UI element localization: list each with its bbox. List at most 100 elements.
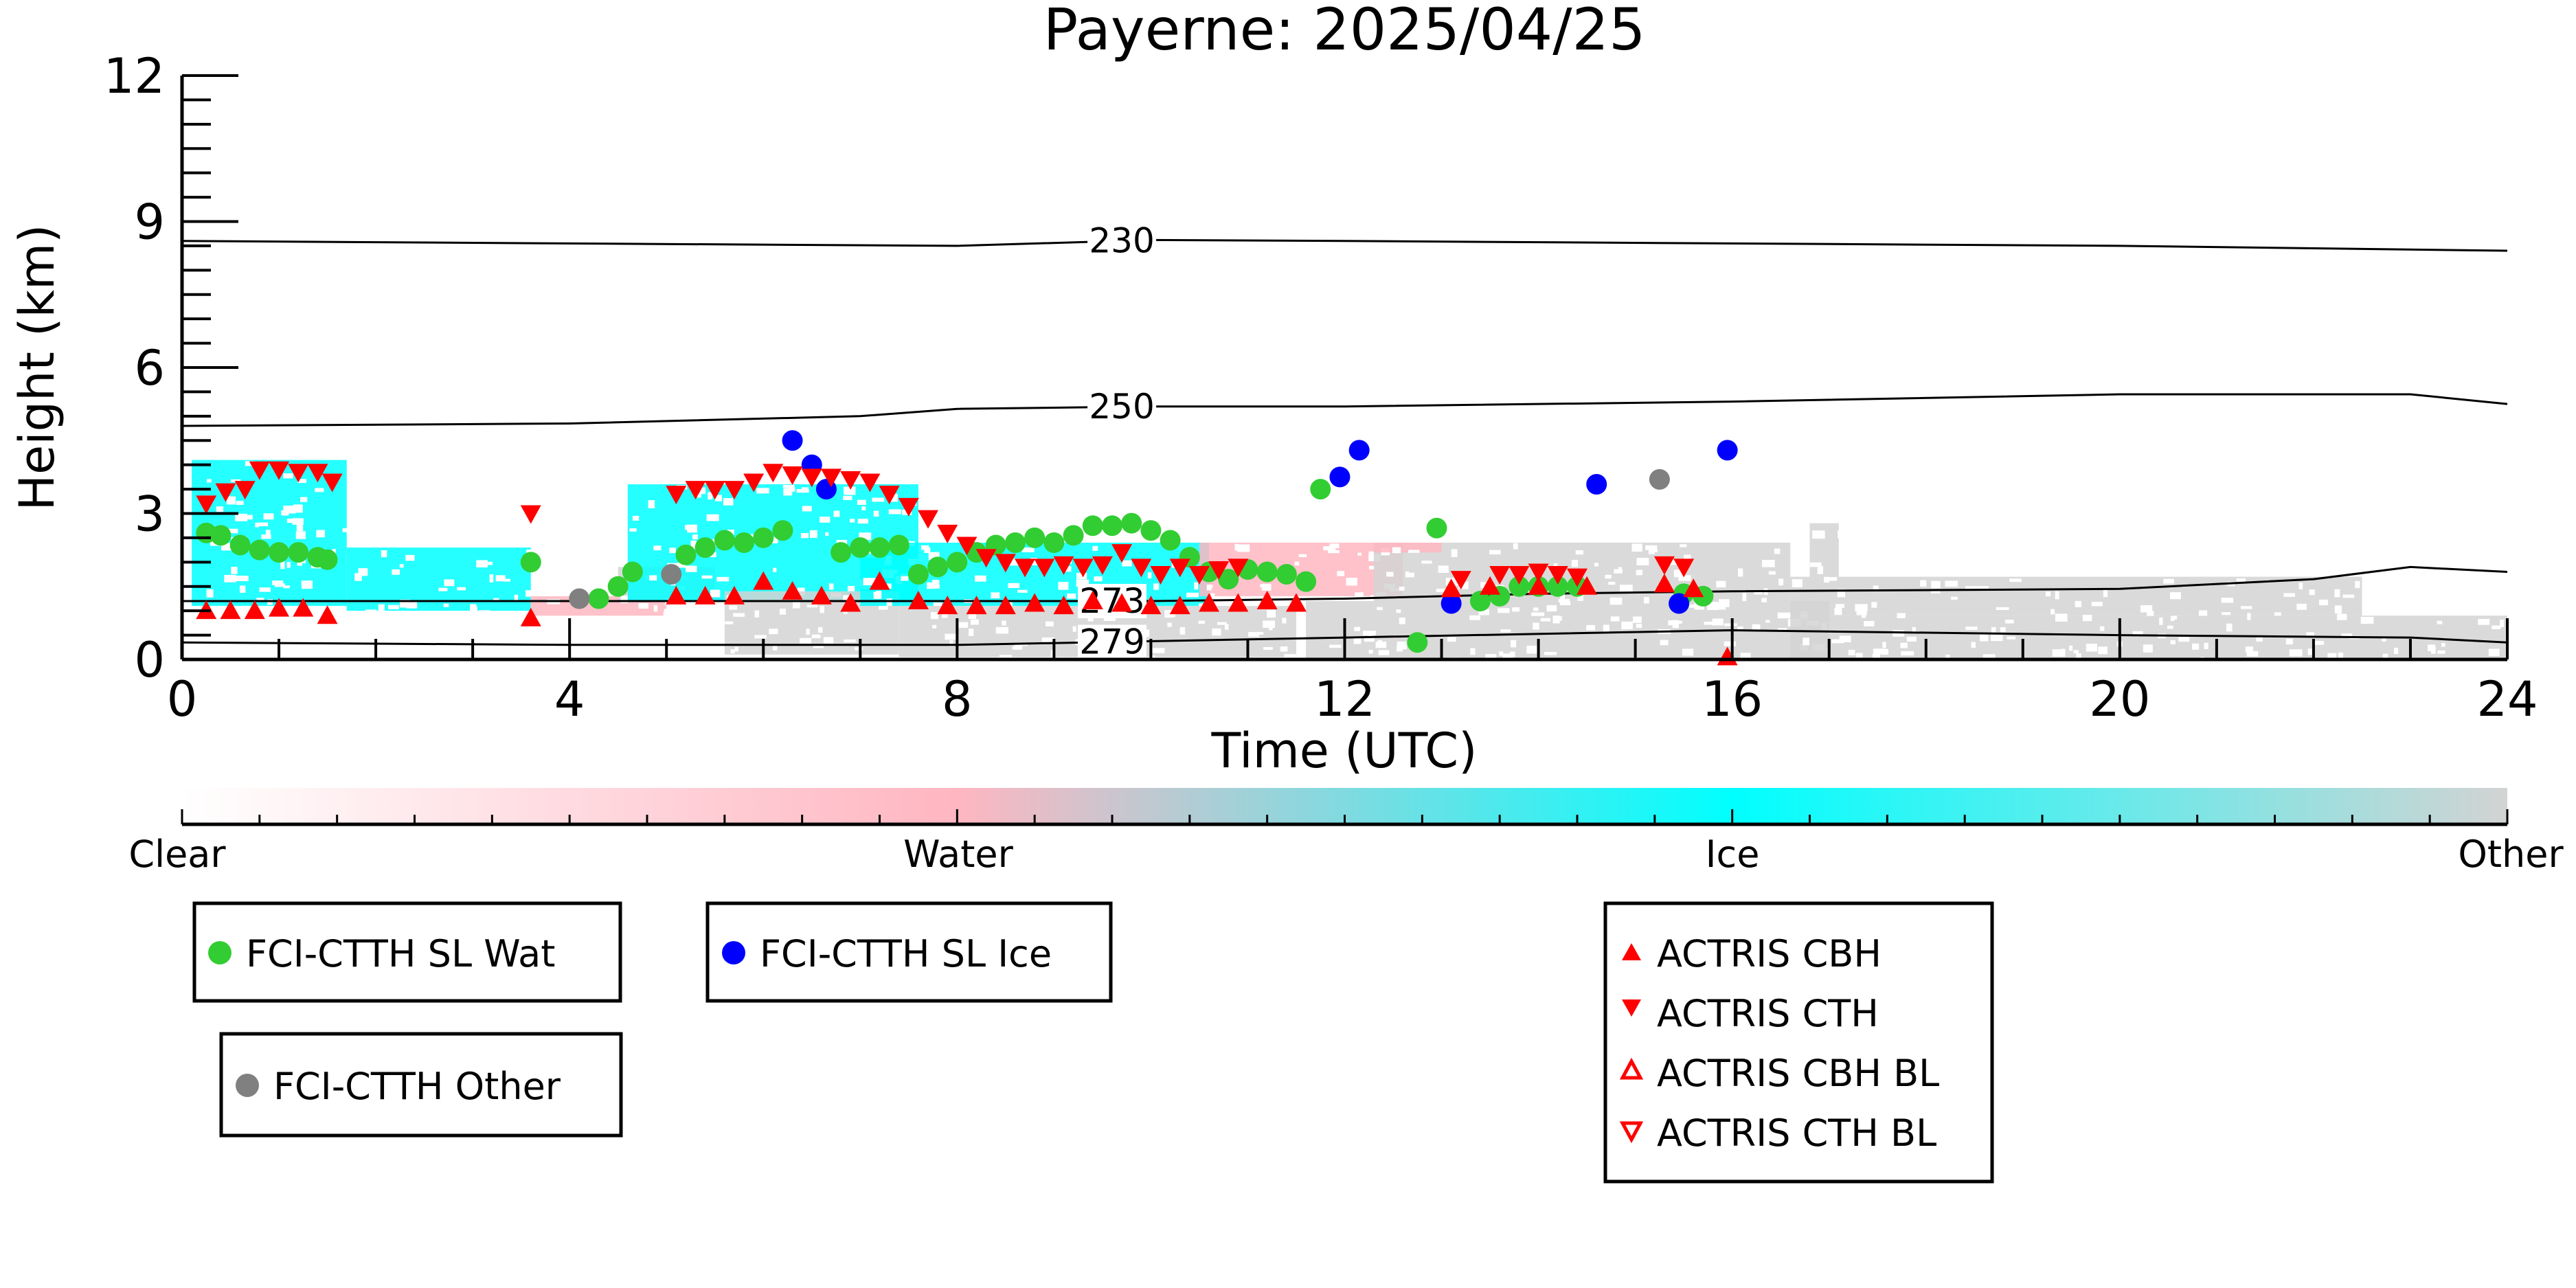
cloud-region-gap — [1267, 609, 1276, 618]
marker-fci-ctth-sl-ice — [1669, 593, 1690, 614]
marker-actris-cbh — [966, 596, 987, 615]
marker-actris-cth — [782, 466, 803, 485]
cloud-region-gap — [1329, 644, 1342, 648]
cloud-region-gap — [2307, 648, 2315, 655]
cloud-region-gap — [283, 473, 293, 479]
cloud-region-gap — [969, 629, 974, 636]
cloud-region-gap — [1873, 585, 1879, 590]
marker-actris-cth — [840, 471, 861, 490]
cloud-region-gap — [1900, 642, 1908, 648]
marker-actris-cth — [1150, 566, 1171, 585]
cloud-region-gap — [2163, 578, 2174, 584]
marker-fci-ctth-sl-wat — [1121, 512, 1142, 534]
colorbar-label-water: Water — [903, 833, 1013, 876]
marker-fci-ctth-other — [661, 564, 682, 585]
legend-fci-other: FCI-CTTH Other — [219, 1032, 623, 1138]
cloud-region-gap — [1945, 580, 1958, 587]
cloud-region-gap — [2073, 650, 2079, 653]
cloud-region-gap — [1087, 617, 1094, 622]
cloud-region-gap — [1971, 642, 1976, 648]
cloud-region-gap — [1512, 607, 1519, 612]
cloud-region-gap — [701, 575, 713, 579]
cloud-region-gap — [1280, 646, 1288, 652]
cloud-region-gap — [1489, 550, 1501, 555]
cloud-region-gap — [1737, 568, 1743, 577]
cloud-region-gap — [1610, 616, 1620, 622]
cloud-region-gap — [295, 531, 306, 539]
cloud-region-gap — [1485, 654, 1497, 659]
y-tick-label: 9 — [134, 194, 165, 251]
cloud-region-gap — [2143, 644, 2153, 653]
marker-actris-cth — [1673, 558, 1695, 578]
marker-actris-cth — [1653, 556, 1675, 575]
cloud-region-gap — [489, 574, 494, 583]
marker-actris-cbh — [317, 605, 338, 624]
cloud-region-gap — [1327, 550, 1340, 554]
y-tick-label: 12 — [104, 48, 165, 104]
cloud-region-gap — [1560, 601, 1571, 606]
marker-actris-cth — [859, 473, 881, 493]
cloud-region-gap — [1621, 621, 1633, 630]
legend-marker-cbh-bl — [1619, 1057, 1644, 1080]
cloud-region-gap — [638, 602, 648, 609]
cloud-region-gap — [1636, 558, 1649, 566]
cloud-region-gap — [772, 644, 778, 651]
cloud-region-gap — [1778, 578, 1784, 586]
cloud-region-gap — [1294, 561, 1300, 566]
cloud-region-gap — [1513, 543, 1518, 550]
cloud-region-gap — [2382, 637, 2386, 642]
marker-fci-ctth-sl-wat — [888, 534, 909, 556]
cloud-region-gap — [316, 530, 325, 538]
marker-fci-ctth-other — [1649, 468, 1670, 490]
cloud-region-gap — [216, 506, 224, 512]
cloud-region-gap — [1614, 569, 1623, 574]
legend-marker-cth-bl — [1619, 1121, 1644, 1144]
cloud-region-gap — [1225, 624, 1229, 630]
cloud-region-gap — [1405, 571, 1410, 578]
cloud-region-gap — [1063, 566, 1072, 572]
cloud-region-gap — [1447, 637, 1456, 642]
cloud-region-gap — [1337, 571, 1345, 576]
cloud-region-gap — [1258, 631, 1264, 635]
cloud-region-gap — [769, 536, 778, 543]
cloud-region-gap — [1827, 577, 1838, 581]
cloud-region-gap — [1217, 622, 1227, 625]
cloud-region-gap — [1282, 618, 1287, 624]
cloud-region-gap — [1645, 545, 1658, 550]
cloud-region-gap — [873, 510, 879, 517]
cloud-region-gap — [817, 626, 823, 633]
cloud-region-gap — [1470, 648, 1476, 655]
marker-fci-ctth-sl-wat — [269, 542, 290, 563]
marker-fci-ctth-sl-wat — [1043, 532, 1065, 553]
cloud-region-gap — [247, 515, 253, 520]
cloud-region-gap — [1673, 569, 1682, 578]
cloud-region-gap — [1478, 609, 1489, 615]
cloud-region-gap — [1633, 616, 1642, 623]
cloud-region-gap — [1603, 624, 1609, 633]
marker-actris-cbh — [1577, 576, 1598, 595]
cloud-region-gap — [788, 487, 795, 492]
cloud-region-gap — [1620, 585, 1633, 592]
cloud-region-gap — [811, 634, 821, 639]
legend-label-other: FCI-CTTH Other — [273, 1065, 561, 1108]
cloud-region-gap — [928, 552, 940, 561]
cloud-region-gap — [1198, 620, 1206, 624]
cloud-region-gap — [1511, 640, 1517, 648]
cloud-region-gap — [1451, 549, 1458, 557]
cloud-region-gap — [1838, 530, 1842, 539]
legend-label-cbh: ACTRIS CBH — [1657, 932, 1882, 975]
cloud-region-gap — [1837, 589, 1845, 598]
cloud-region-gap — [688, 546, 701, 550]
cloud-region-gap — [1724, 641, 1736, 646]
x-axis-label: Time (UTC) — [1211, 723, 1478, 779]
cloud-region-gap — [2192, 643, 2200, 650]
cloud-region-gap — [2055, 591, 2059, 600]
colorbar: Clear Water Ice Other — [128, 788, 2564, 876]
cloud-region-gap — [801, 487, 809, 493]
cloud-region-gap — [975, 575, 986, 582]
x-tick-label: 20 — [2089, 671, 2150, 727]
cloud-region-gap — [861, 506, 866, 510]
cloud-region-gap — [236, 501, 244, 505]
legend-label-wat: FCI-CTTH SL Wat — [246, 932, 555, 975]
cloud-region-gap — [2313, 641, 2324, 645]
